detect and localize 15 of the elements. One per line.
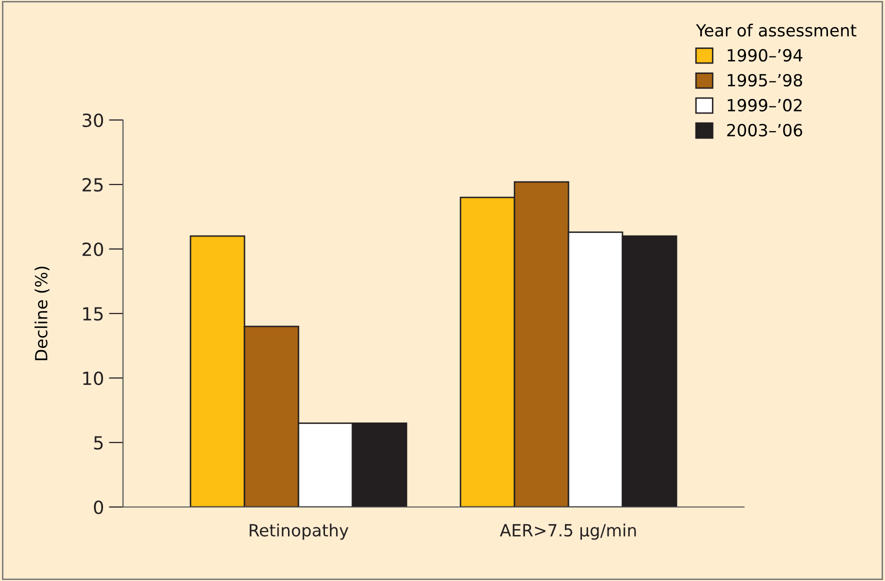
x-tick-label: Retinopathy [250,524,348,540]
y-tick-label: 0 [94,500,104,514]
legend-label: 2003–’06 [727,124,802,136]
legend-title: Year of assessment [696,24,856,37]
y-tick-label: 20 [82,242,104,256]
legend-label: 1995–’98 [728,74,802,87]
legend-label: 1999–’02 [728,98,802,112]
y-tick-label: 10 [83,371,104,386]
y-tick-label: 5 [94,436,103,450]
y-axis-title: Decline (%) [34,266,50,360]
y-tick-label: 30 [82,113,104,128]
x-tick-label: AER>7.5 µg/min [500,524,636,540]
y-tick-label: 15 [83,307,103,321]
y-tick-label: 25 [82,178,103,192]
legend-label: 1990–’94 [728,48,802,62]
